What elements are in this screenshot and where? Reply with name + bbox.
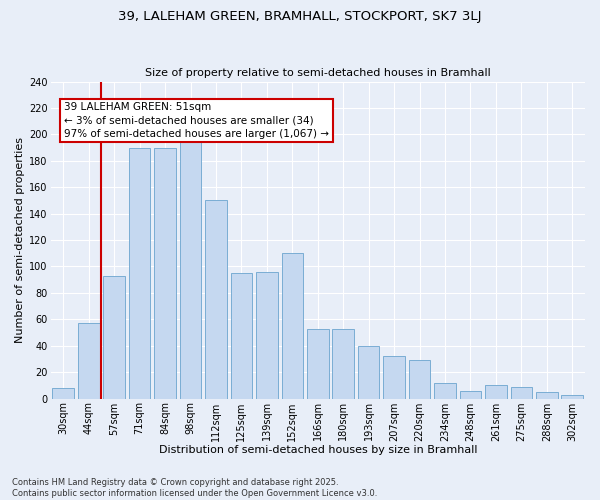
Bar	[103, 276, 125, 398]
Bar	[129, 148, 151, 398]
Bar	[383, 356, 405, 399]
Bar	[205, 200, 227, 398]
Bar	[358, 346, 379, 399]
Bar	[307, 328, 329, 398]
Bar	[256, 272, 278, 398]
Bar	[78, 324, 100, 398]
Bar	[230, 273, 252, 398]
Text: Contains HM Land Registry data © Crown copyright and database right 2025.
Contai: Contains HM Land Registry data © Crown c…	[12, 478, 377, 498]
Text: 39, LALEHAM GREEN, BRAMHALL, STOCKPORT, SK7 3LJ: 39, LALEHAM GREEN, BRAMHALL, STOCKPORT, …	[118, 10, 482, 23]
Y-axis label: Number of semi-detached properties: Number of semi-detached properties	[15, 137, 25, 343]
Bar	[180, 134, 202, 398]
Title: Size of property relative to semi-detached houses in Bramhall: Size of property relative to semi-detach…	[145, 68, 491, 78]
Bar	[536, 392, 557, 398]
Bar	[409, 360, 430, 399]
Bar	[332, 328, 354, 398]
Bar	[154, 148, 176, 398]
Bar	[460, 390, 481, 398]
X-axis label: Distribution of semi-detached houses by size in Bramhall: Distribution of semi-detached houses by …	[158, 445, 477, 455]
Bar	[562, 394, 583, 398]
Text: 39 LALEHAM GREEN: 51sqm
← 3% of semi-detached houses are smaller (34)
97% of sem: 39 LALEHAM GREEN: 51sqm ← 3% of semi-det…	[64, 102, 329, 139]
Bar	[281, 254, 303, 398]
Bar	[511, 386, 532, 398]
Bar	[485, 386, 507, 398]
Bar	[52, 388, 74, 398]
Bar	[434, 382, 456, 398]
